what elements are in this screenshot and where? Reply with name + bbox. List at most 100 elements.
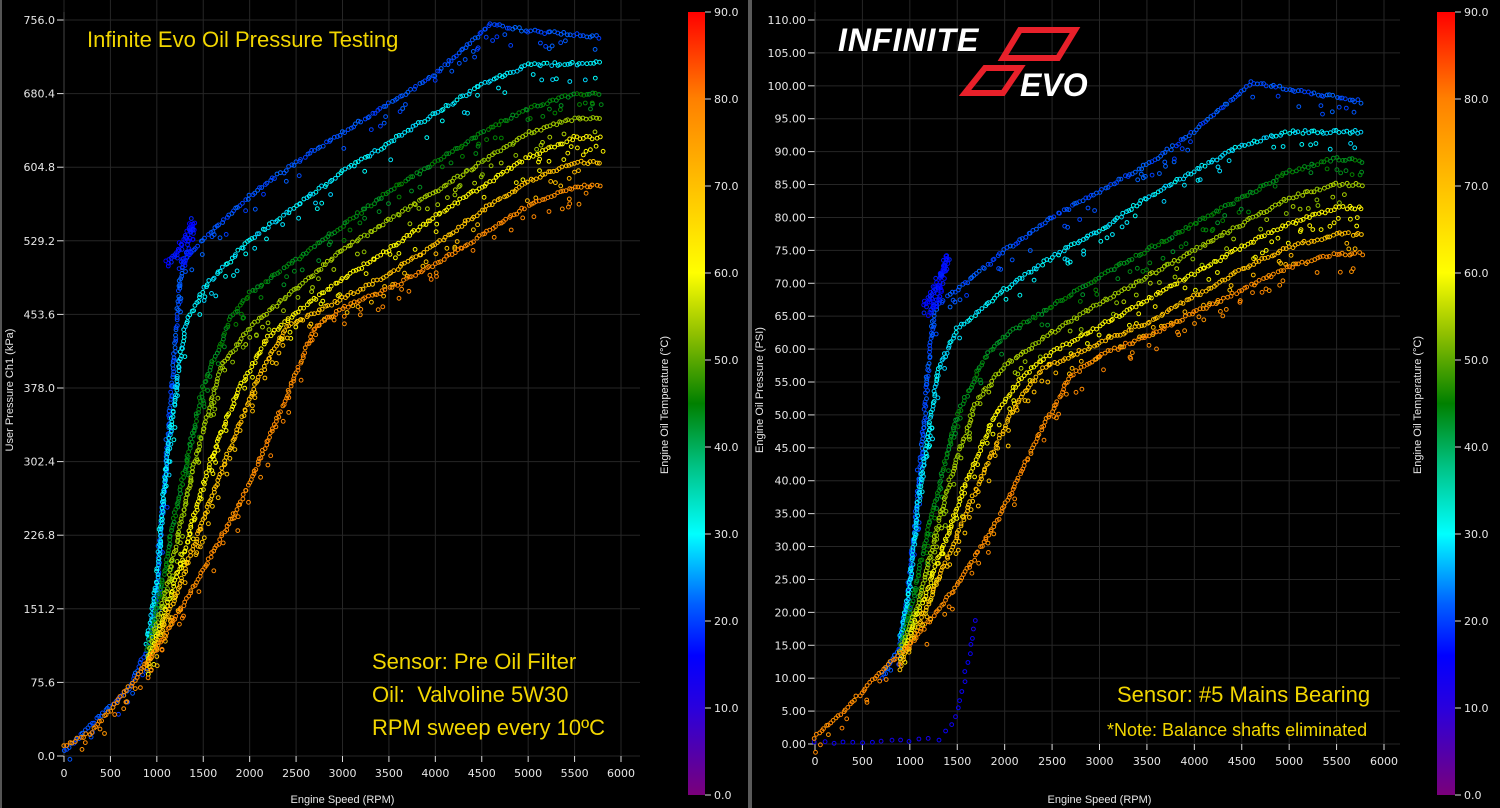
data-point (1185, 147, 1191, 153)
data-point (175, 590, 180, 596)
data-point (175, 569, 181, 575)
data-point (399, 281, 404, 287)
data-point (546, 158, 552, 164)
data-point (1016, 397, 1022, 403)
data-point (170, 414, 176, 420)
data-point (1139, 166, 1144, 172)
data-point (438, 186, 444, 192)
data-point (1102, 319, 1108, 324)
data-point (309, 289, 315, 295)
data-point (78, 735, 84, 740)
data-point (165, 609, 171, 615)
data-point (413, 273, 419, 278)
data-point (1317, 187, 1323, 193)
data-point (211, 412, 217, 417)
data-point (225, 356, 230, 361)
data-point (526, 61, 531, 67)
data-point (1133, 292, 1139, 298)
data-point (359, 211, 365, 216)
data-point (1295, 261, 1301, 267)
data-point (965, 280, 971, 286)
data-point (1068, 318, 1074, 324)
data-point (345, 304, 351, 310)
data-point (1246, 209, 1251, 215)
data-point (399, 261, 405, 267)
data-point (409, 188, 414, 194)
data-point (1023, 234, 1029, 240)
data-point (569, 118, 575, 124)
data-point (921, 310, 927, 316)
data-point (1053, 402, 1059, 408)
data-point (167, 625, 172, 631)
data-point (1140, 162, 1146, 168)
x-tick-label: 3500 (1133, 755, 1161, 768)
data-point (345, 273, 350, 279)
data-point (381, 104, 387, 109)
data-point (1116, 176, 1122, 182)
data-point (399, 286, 405, 292)
data-point (558, 40, 564, 46)
series-sweep-45-c (897, 155, 1365, 656)
data-point (1143, 196, 1149, 202)
data-point (500, 169, 506, 175)
data-point (382, 287, 388, 292)
data-point (359, 265, 365, 271)
data-point (167, 541, 173, 547)
data-point (1322, 235, 1328, 241)
data-point (1146, 342, 1152, 348)
data-point (549, 43, 555, 49)
data-point (594, 160, 600, 166)
data-point (910, 555, 915, 561)
data-point (390, 282, 396, 287)
data-point (362, 232, 367, 238)
data-point (267, 355, 272, 361)
data-point (962, 530, 968, 536)
data-point (302, 350, 308, 356)
data-point (551, 193, 557, 198)
data-point (389, 138, 394, 144)
data-point (912, 617, 918, 623)
data-point (957, 297, 963, 303)
data-point (370, 110, 376, 116)
data-point (1347, 156, 1352, 162)
annotation-oil: Oil: Valvoline 5W30 (372, 682, 568, 707)
data-point (923, 607, 929, 613)
data-point (1049, 304, 1054, 310)
data-point (1250, 290, 1255, 296)
data-point (962, 280, 968, 285)
data-point (959, 490, 964, 495)
data-point (176, 364, 182, 369)
data-point (1041, 357, 1046, 362)
data-point (412, 247, 418, 252)
data-point (197, 444, 203, 450)
data-point (345, 293, 351, 298)
colorbar-tick-label: 40.0 (1464, 441, 1489, 454)
data-point (1009, 282, 1015, 288)
data-point (992, 295, 997, 301)
data-point (283, 168, 289, 174)
data-point (175, 534, 181, 540)
data-point (162, 607, 168, 612)
data-point (1283, 211, 1289, 216)
data-point (1054, 346, 1060, 351)
data-point (1281, 268, 1286, 274)
y-tick-label: 529.2 (24, 235, 56, 248)
data-point (999, 508, 1005, 514)
data-point (465, 139, 471, 145)
data-point (211, 390, 217, 396)
data-point (246, 192, 252, 198)
data-point (226, 521, 232, 527)
data-point (932, 515, 938, 521)
data-point (578, 184, 584, 190)
data-point (1082, 348, 1087, 353)
data-point (171, 583, 177, 589)
data-point (1136, 166, 1142, 172)
data-point (565, 61, 571, 67)
data-point (175, 500, 181, 505)
data-point (183, 569, 189, 574)
data-point (1287, 87, 1293, 92)
data-point (341, 238, 347, 243)
data-point (1266, 288, 1272, 294)
data-point (552, 110, 558, 116)
data-point (867, 680, 873, 685)
